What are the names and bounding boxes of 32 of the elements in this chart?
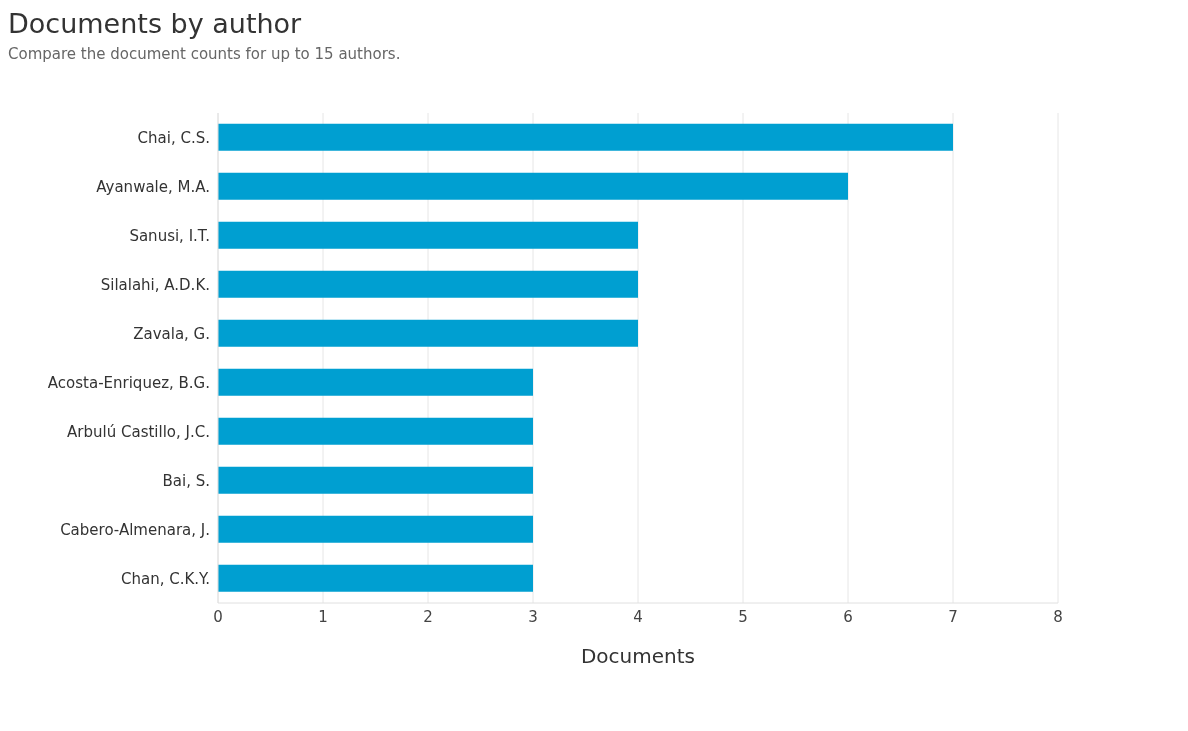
x-tick-label: 5 — [738, 607, 748, 626]
x-tick-label: 7 — [948, 607, 958, 626]
bar — [218, 123, 953, 151]
bar — [218, 221, 638, 249]
x-tick-label: 6 — [843, 607, 853, 626]
y-tick-label: Bai, S. — [162, 471, 210, 490]
x-tick-label: 4 — [633, 607, 643, 626]
y-tick-label: Sanusi, I.T. — [129, 226, 210, 245]
bar — [218, 417, 533, 445]
x-axis-title: Documents — [580, 644, 696, 668]
x-tick-label: 1 — [318, 607, 328, 626]
y-tick-label: Chan, C.K.Y. — [121, 569, 210, 588]
bar — [218, 270, 638, 298]
bar — [218, 564, 533, 592]
y-tick-label: Chai, C.S. — [137, 128, 210, 147]
x-tick-label: 3 — [528, 607, 538, 626]
bar — [218, 172, 848, 200]
y-tick-label: Ayanwale, M.A. — [96, 177, 210, 196]
bar — [218, 319, 638, 347]
x-tick-label: 2 — [423, 607, 433, 626]
chart-subtitle: Compare the document counts for up to 15 authors. — [8, 45, 402, 63]
bar — [218, 466, 533, 494]
y-tick-label: Zavala, G. — [133, 324, 210, 343]
x-tick-label: 0 — [213, 607, 223, 626]
y-tick-label: Acosta-Enriquez, B.G. — [47, 373, 210, 392]
bar — [218, 368, 533, 396]
bar — [218, 515, 533, 543]
y-tick-label: Arbulú Castillo, J.C. — [67, 422, 210, 441]
y-tick-label: Silalahi, A.D.K. — [100, 275, 210, 294]
chart-title: Documents by author — [8, 8, 303, 39]
x-tick-label: 8 — [1053, 607, 1063, 626]
y-tick-label: Cabero-Almenara, J. — [60, 520, 210, 539]
